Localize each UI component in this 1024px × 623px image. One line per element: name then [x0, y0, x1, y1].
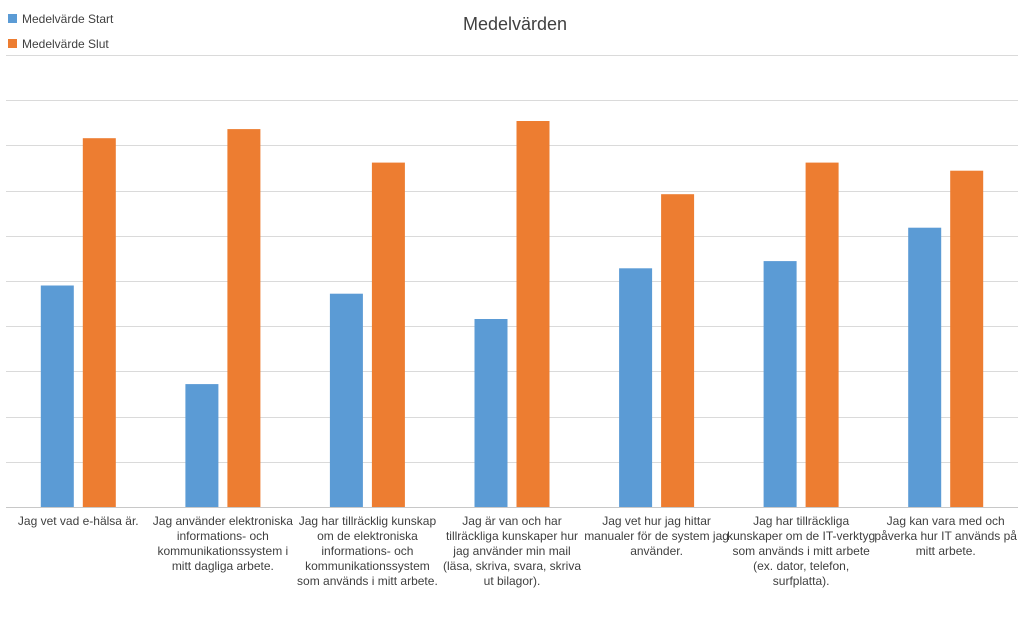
bar-slut-7	[950, 170, 984, 507]
bar-start-6	[763, 261, 797, 507]
legend-label-start: Medelvärde Start	[22, 11, 114, 26]
bar-start-2	[185, 384, 219, 507]
category-label: Jag kan vara med och påverka hur IT anvä…	[874, 514, 1017, 558]
bar-start-3	[329, 293, 363, 507]
bar-slut-5	[661, 194, 695, 507]
category-label: Jag vet hur jag hittar manualer för de s…	[584, 514, 729, 558]
legend-label-slut: Medelvärde Slut	[22, 36, 109, 51]
bar-start-7	[908, 227, 942, 507]
category-labels: Jag vet vad e-hälsa är. Jag använder ele…	[0, 514, 1024, 623]
gridlines	[6, 55, 1018, 508]
bar-slut-6	[805, 162, 839, 507]
bar-start-5	[619, 268, 653, 507]
bar-slut-1	[82, 138, 116, 507]
bar-slut-2	[227, 129, 261, 507]
legend: Medelvärde Start Medelvärde Slut	[8, 6, 113, 56]
bar-slut-3	[371, 162, 405, 507]
legend-item-slut: Medelvärde Slut	[8, 31, 113, 56]
category-label: Jag använder elektroniska informations- …	[152, 514, 293, 573]
bars	[40, 121, 984, 507]
legend-swatch-start	[8, 14, 17, 23]
category-label: Jag vet vad e-hälsa är.	[17, 514, 139, 528]
bar-start-1	[40, 285, 74, 507]
category-label: Jag är van och har tillräckliga kunskape…	[442, 514, 582, 588]
legend-swatch-slut	[8, 39, 17, 48]
category-label: Jag har tillräcklig kunskap om de elektr…	[297, 514, 438, 588]
chart-title: Medelvärden	[462, 14, 568, 34]
category-label: Jag har tillräckliga kunskaper om de IT-…	[727, 514, 876, 588]
bar-start-4	[474, 319, 508, 507]
bar-slut-4	[516, 121, 550, 507]
legend-item-start: Medelvärde Start	[8, 6, 113, 31]
